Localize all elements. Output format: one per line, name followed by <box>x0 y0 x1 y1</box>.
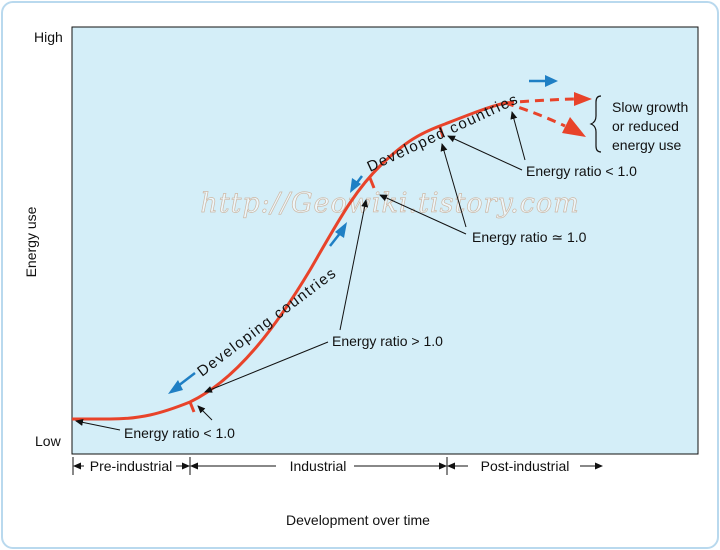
pointer-ratio-low-2 <box>197 405 213 421</box>
outcome-line-2: or reduced <box>612 118 679 134</box>
developing-direction-arrow-up <box>329 222 347 247</box>
pointer-ratio-high-1 <box>447 135 523 171</box>
slow-growth-arrowhead <box>574 92 592 106</box>
outcome-brace <box>589 95 602 153</box>
reduced-use-arrowhead <box>562 117 586 137</box>
pointer-ratio-low-1 <box>75 418 121 431</box>
slow-growth-dashed-line <box>504 97 575 105</box>
developing-direction-arrow-down <box>168 372 196 394</box>
pointer-ratio-high-2 <box>510 111 526 161</box>
curve-tick-low <box>188 401 196 413</box>
curve-tick-upper <box>438 126 445 138</box>
pointer-ratio-gt-1b <box>339 199 369 331</box>
phase-timeline <box>72 457 603 475</box>
outcome-line-3: energy use <box>612 137 681 153</box>
curve-tick-mid <box>368 177 376 189</box>
pointer-ratio-approx-1a <box>379 194 467 235</box>
energy-ratio-gt-label: Energy ratio > 1.0 <box>332 333 443 349</box>
outcome-line-1: Slow growth <box>612 99 688 115</box>
pointer-ratio-gt-1a <box>204 341 329 393</box>
x-axis-title: Development over time <box>286 512 430 528</box>
phase-pre-industrial: Pre-industrial <box>90 458 172 474</box>
y-axis-title: Energy use <box>23 206 39 277</box>
y-axis-low-label: Low <box>35 433 62 449</box>
pointer-ratio-approx-1b <box>440 143 467 228</box>
watermark: http://Geowiki.tistory.com <box>200 188 579 219</box>
developed-direction-arrow-right <box>529 75 558 87</box>
plot-area <box>71 26 699 455</box>
energy-ratio-low-label: Energy ratio < 1.0 <box>124 425 235 441</box>
energy-curve <box>72 101 506 421</box>
phase-industrial: Industrial <box>290 458 347 474</box>
reduced-use-dashed-line <box>504 101 566 128</box>
developed-direction-arrow-down <box>350 175 363 193</box>
y-axis-high-label: High <box>34 29 63 45</box>
phase-post-industrial: Post-industrial <box>481 458 570 474</box>
energy-ratio-approx-label: Energy ratio ≃ 1.0 <box>472 229 587 245</box>
energy-ratio-high-label: Energy ratio < 1.0 <box>526 163 637 179</box>
